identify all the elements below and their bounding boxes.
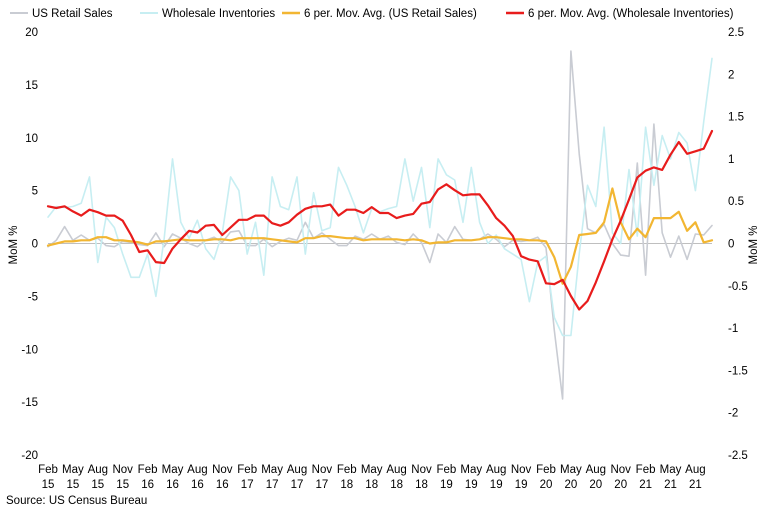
- series-line-4: [46, 129, 714, 311]
- x-tick-label-year: 19: [490, 479, 503, 491]
- x-tick-label-month: Feb: [237, 464, 257, 476]
- x-tick-label-year: 17: [241, 479, 254, 491]
- x-axis: Feb 15 May 15 Aug 15 Nov 15 Feb 16 May 16 Aug 16 Nov 16…: [38, 464, 706, 491]
- x-tick-label-year: 21: [639, 479, 652, 491]
- x-tick-label-month: Nov: [312, 464, 333, 476]
- right-tick-label: 0.5: [728, 196, 744, 208]
- left-tick-label: -5: [28, 291, 38, 303]
- x-tick-label-month: Feb: [337, 464, 357, 476]
- x-tick-label-year: 19: [465, 479, 478, 491]
- x-tick-label-year: 19: [440, 479, 453, 491]
- x-tick-label-year: 20: [614, 479, 627, 491]
- x-tick-label-year: 17: [266, 479, 279, 491]
- legend-label: US Retail Sales: [32, 8, 113, 20]
- x-tick-label-month: Nov: [511, 464, 532, 476]
- x-tick-label-month: Aug: [685, 464, 705, 476]
- x-tick-label-month: May: [162, 464, 184, 476]
- x-tick-label-year: 21: [689, 479, 702, 491]
- right-tick-label: 1: [728, 154, 734, 166]
- x-tick-label-year: 18: [365, 479, 378, 491]
- x-tick-label-year: 20: [589, 479, 602, 491]
- x-tick-label-month: May: [261, 464, 283, 476]
- x-tick-label-year: 19: [515, 479, 528, 491]
- x-tick-label-month: Nov: [112, 464, 133, 476]
- x-tick-label-year: 15: [91, 479, 104, 491]
- x-tick-label-year: 18: [390, 479, 403, 491]
- x-tick-label-month: Feb: [138, 464, 158, 476]
- left-axis-title: MoM %: [8, 226, 20, 265]
- legend-label: Wholesale Inventories: [162, 8, 275, 20]
- x-tick-label-year: 20: [565, 479, 578, 491]
- x-tick-label-month: Feb: [436, 464, 456, 476]
- right-axis-title: MoM %: [748, 226, 760, 265]
- x-tick-label-year: 17: [291, 479, 304, 491]
- left-tick-label: -20: [21, 450, 38, 462]
- left-tick-label: 15: [25, 80, 38, 92]
- x-tick-label-year: 18: [340, 479, 353, 491]
- x-tick-label-month: May: [361, 464, 383, 476]
- series-line-2: [47, 57, 713, 337]
- x-tick-label-year: 15: [42, 479, 55, 491]
- x-tick-label-month: Feb: [536, 464, 556, 476]
- left-axis: 20 15 10 5 0 -5 -10 -15 -20: [21, 27, 38, 462]
- x-tick-label-year: 15: [116, 479, 129, 491]
- right-tick-label: -0.5: [728, 281, 748, 293]
- x-tick-label-month: Nov: [212, 464, 233, 476]
- right-axis: 2.5 2 1.5 1 0.5 0 -0.5 -1 -1.5 -2 -2.5: [728, 27, 748, 462]
- x-tick-label-month: Nov: [411, 464, 432, 476]
- x-tick-label-year: 16: [141, 479, 154, 491]
- left-tick-label: 20: [25, 27, 38, 39]
- legend-label: 6 per. Mov. Avg. (US Retail Sales): [304, 8, 477, 20]
- left-tick-label: -15: [21, 397, 38, 409]
- left-tick-label: 0: [32, 239, 38, 251]
- x-tick-label-month: May: [560, 464, 582, 476]
- x-tick-label-month: Aug: [486, 464, 506, 476]
- x-tick-label-month: May: [660, 464, 682, 476]
- x-tick-label-year: 16: [166, 479, 179, 491]
- left-tick-label: -10: [21, 344, 38, 356]
- x-tick-label-year: 18: [415, 479, 428, 491]
- x-tick-label-year: 15: [67, 479, 80, 491]
- right-tick-label: -1.5: [728, 365, 748, 377]
- right-tick-label: -2.5: [728, 450, 748, 462]
- x-tick-label-month: Feb: [38, 464, 58, 476]
- right-tick-label: 0: [728, 239, 734, 251]
- x-tick-label-year: 16: [191, 479, 204, 491]
- x-tick-label-month: Aug: [586, 464, 606, 476]
- x-tick-label-month: Feb: [636, 464, 656, 476]
- legend-label: 6 per. Mov. Avg. (Wholesale Inventories): [528, 8, 734, 20]
- x-tick-label-month: May: [62, 464, 84, 476]
- legend: US Retail Sales Wholesale Inventories 6 pe…: [10, 8, 734, 20]
- right-tick-label: 2.5: [728, 27, 744, 39]
- x-tick-label-month: Nov: [610, 464, 631, 476]
- series-line-3: [46, 187, 714, 285]
- right-tick-label: 2: [728, 69, 734, 81]
- x-tick-label-month: Aug: [287, 464, 307, 476]
- x-tick-label-month: Aug: [88, 464, 108, 476]
- x-tick-label-year: 20: [540, 479, 553, 491]
- left-tick-label: 5: [32, 186, 38, 198]
- x-tick-label-month: May: [460, 464, 482, 476]
- x-tick-label-month: Aug: [386, 464, 406, 476]
- source-note: Source: US Census Bureau: [6, 495, 148, 507]
- x-tick-label-month: Aug: [187, 464, 207, 476]
- left-tick-label: 10: [25, 133, 38, 145]
- right-tick-label: -2: [728, 408, 738, 420]
- x-tick-label-year: 17: [316, 479, 329, 491]
- right-tick-label: 1.5: [728, 112, 744, 124]
- right-tick-label: -1: [728, 323, 738, 335]
- series-layer: [46, 50, 714, 400]
- x-tick-label-year: 16: [216, 479, 229, 491]
- x-tick-label-year: 21: [664, 479, 677, 491]
